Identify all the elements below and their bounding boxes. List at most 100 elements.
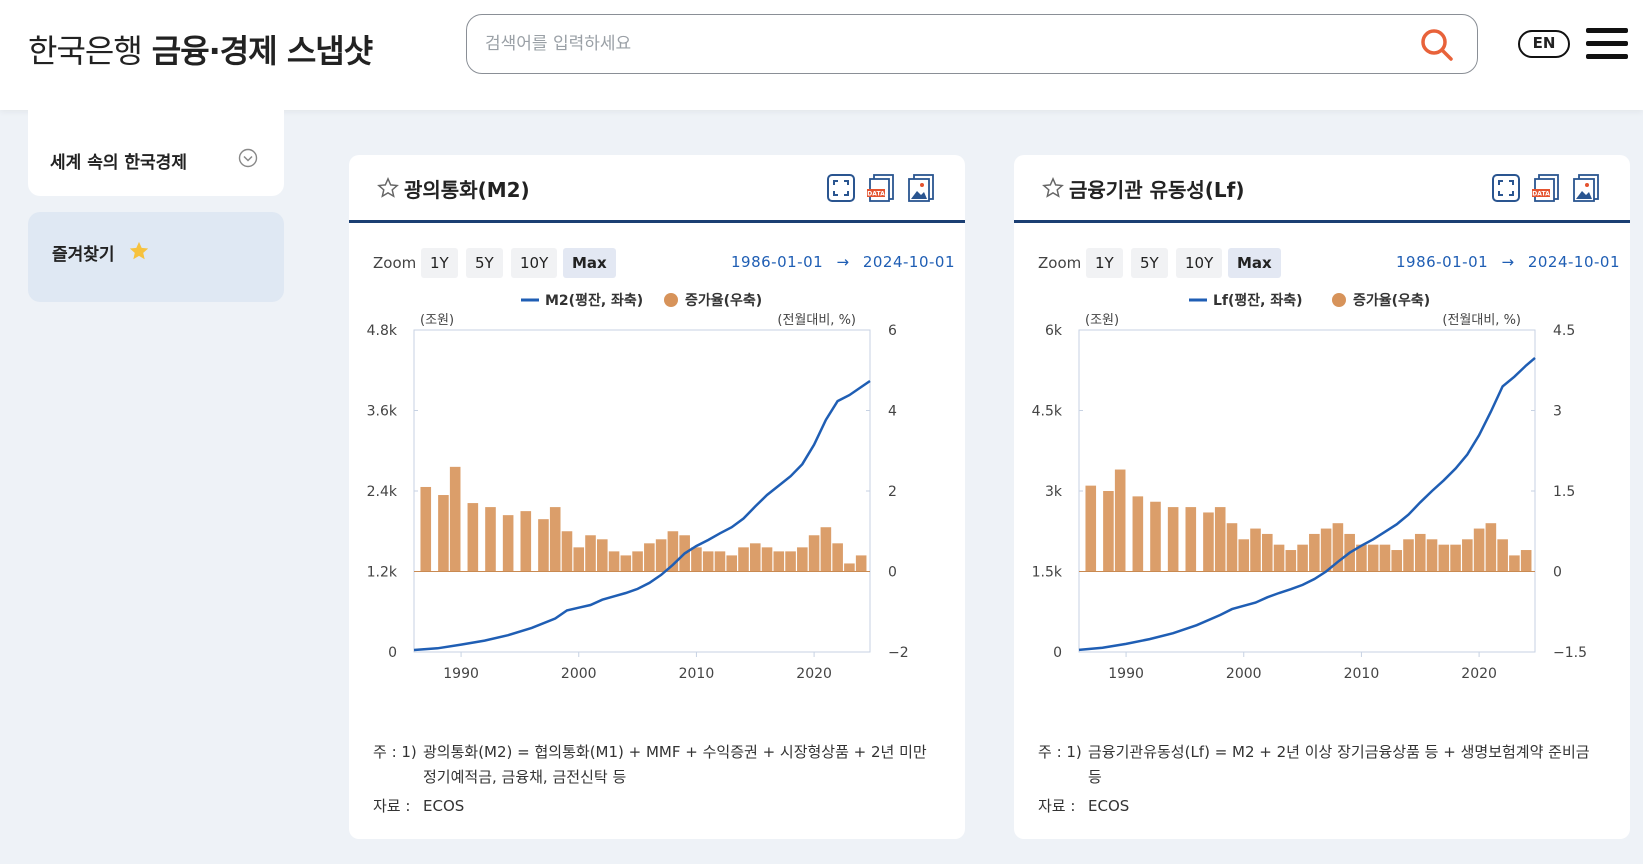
growth-bar — [608, 551, 620, 572]
zoom-10y-button[interactable]: 10Y — [1176, 248, 1223, 278]
growth-bar — [1520, 550, 1532, 572]
legend-item-line: Lf(평잔, 좌축) — [1213, 292, 1303, 309]
hamburger-menu-icon[interactable] — [1586, 28, 1628, 60]
x-tick-label: 1990 — [1108, 666, 1144, 682]
chevron-down-icon[interactable] — [238, 148, 258, 168]
growth-bar — [1273, 544, 1285, 572]
zoom-label: Zoom — [1038, 254, 1082, 272]
growth-bar — [585, 535, 596, 572]
growth-bar — [1085, 485, 1097, 572]
m2-chart-svg: M2(평잔, 좌축) 증가율(우축) (조원) (전월대비, %) 0 1.2k 2.4k 3… — [367, 292, 909, 682]
language-button[interactable]: EN — [1518, 30, 1570, 58]
source-key: 자료 : — [373, 797, 411, 815]
chart-card-lf: 금융기관 유동성(Lf) DATA Zoom 1Y 5Y 10Y Max 198… — [1014, 155, 1630, 839]
date-range: 1986-01-01 → 2024-10-01 — [731, 253, 955, 271]
site-logo[interactable]: 한국은행 금융·경제 스냅샷 — [28, 26, 373, 72]
image-download-icon[interactable] — [906, 173, 936, 203]
range-from[interactable]: 1986-01-01 — [730, 253, 824, 271]
growth-bar — [1132, 496, 1144, 572]
right-tick-label: 4.5 — [1553, 323, 1575, 339]
card-header: 금융기관 유동성(Lf) DATA — [1014, 155, 1630, 223]
source-key: 자료 : — [1038, 797, 1076, 815]
star-filled-icon — [129, 241, 149, 260]
right-axis-unit: (전월대비, %) — [1442, 313, 1521, 328]
chart-card-m2: 광의통화(M2) DATA Zoom 1Y 5Y 10Y Max 1986-01… — [349, 155, 965, 839]
zoom-5y-button[interactable]: 5Y — [466, 248, 503, 278]
growth-bar — [1403, 539, 1414, 572]
left-tick-label: 2.4k — [367, 484, 398, 500]
zoom-1y-button[interactable]: 1Y — [1086, 248, 1123, 278]
favorite-star-icon[interactable] — [1042, 177, 1064, 199]
range-from[interactable]: 1986-01-01 — [1395, 253, 1489, 271]
note-text: 금융기관유동성(Lf) = M2 + 2년 이상 장기금융상품 등 + 생명보험… — [1088, 743, 1590, 786]
growth-bar — [773, 551, 785, 572]
growth-bar — [1114, 469, 1126, 572]
service-name: 금융·경제 스냅샷 — [151, 32, 373, 70]
growth-bar — [1250, 528, 1261, 572]
right-tick-label: 2 — [888, 484, 897, 500]
growth-bar — [1367, 544, 1379, 572]
source-text: ECOS — [1088, 797, 1130, 815]
legend-item-line: M2(평잔, 좌축) — [545, 292, 643, 309]
sidebar-favorites[interactable]: 즐겨찾기 — [28, 212, 284, 302]
search-input[interactable] — [485, 29, 1365, 59]
zoom-max-button[interactable]: Max — [1228, 248, 1281, 278]
growth-bar — [1150, 501, 1161, 572]
growth-bar — [1473, 528, 1485, 572]
growth-bar — [667, 531, 679, 572]
growth-bar — [596, 539, 608, 572]
right-tick-label: 1.5 — [1553, 484, 1575, 500]
growth-bar — [620, 555, 632, 572]
growth-bar — [573, 547, 585, 572]
zoom-1y-button[interactable]: 1Y — [421, 248, 458, 278]
x-tick-label: 2000 — [561, 666, 597, 682]
data-download-icon[interactable]: DATA — [1531, 173, 1561, 203]
x-tick-label: 2000 — [1226, 666, 1262, 682]
data-download-icon[interactable]: DATA — [866, 173, 896, 203]
fullscreen-icon[interactable] — [826, 173, 856, 203]
growth-bar — [761, 547, 773, 572]
sidebar-section-world-economy[interactable]: 세계 속의 한국경제 — [28, 110, 284, 196]
growth-bar — [1462, 539, 1473, 572]
card-header: 광의통화(M2) DATA — [349, 155, 965, 223]
growth-bar — [1426, 539, 1438, 572]
growth-bar — [1509, 555, 1520, 572]
image-download-icon[interactable] — [1571, 173, 1601, 203]
note-key: 주 : 1) — [1038, 743, 1082, 761]
zoom-5y-button[interactable]: 5Y — [1131, 248, 1168, 278]
svg-text:DATA: DATA — [867, 191, 885, 198]
level-line — [413, 379, 871, 652]
growth-bar — [520, 511, 532, 572]
right-tick-label: 3 — [1553, 404, 1562, 420]
left-tick-label: 6k — [1045, 323, 1063, 339]
growth-bar — [749, 543, 761, 572]
growth-bar — [502, 515, 514, 572]
sidebar-section-label: 세계 속의 한국경제 — [50, 153, 187, 173]
search-icon[interactable] — [1419, 27, 1455, 63]
growth-bar — [420, 486, 432, 572]
growth-bar — [655, 539, 667, 572]
favorites-label: 즐겨찾기 — [52, 245, 115, 265]
growth-bar — [1450, 544, 1461, 572]
right-tick-label: −2 — [888, 645, 909, 661]
left-tick-label: 3k — [1045, 484, 1063, 500]
fullscreen-icon[interactable] — [1491, 173, 1521, 203]
favorite-star-icon[interactable] — [377, 177, 399, 199]
growth-bar — [820, 527, 832, 572]
growth-bar — [467, 503, 479, 572]
growth-bar — [1226, 523, 1238, 572]
zoom-max-button[interactable]: Max — [563, 248, 616, 278]
date-range: 1986-01-01 → 2024-10-01 — [1396, 253, 1620, 271]
zoom-10y-button[interactable]: 10Y — [511, 248, 558, 278]
growth-bar — [1497, 539, 1508, 572]
growth-bar — [1438, 544, 1450, 572]
range-to[interactable]: 2024-10-01 — [1527, 253, 1620, 271]
range-to[interactable]: 2024-10-01 — [862, 253, 955, 271]
growth-bar — [738, 547, 749, 572]
left-tick-label: 4.8k — [367, 323, 398, 339]
search-box — [466, 14, 1478, 74]
zoom-label: Zoom — [373, 254, 417, 272]
level-line — [1078, 356, 1536, 652]
legend-bar-swatch — [664, 293, 678, 307]
